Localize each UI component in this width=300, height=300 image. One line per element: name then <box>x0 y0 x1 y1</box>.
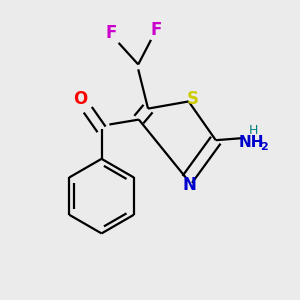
Text: O: O <box>73 90 87 108</box>
Text: H: H <box>248 124 258 137</box>
Text: NH: NH <box>238 135 264 150</box>
Text: N: N <box>182 176 196 194</box>
Text: F: F <box>105 24 116 42</box>
Text: 2: 2 <box>260 142 268 152</box>
Text: F: F <box>150 21 162 39</box>
Text: S: S <box>187 91 199 109</box>
